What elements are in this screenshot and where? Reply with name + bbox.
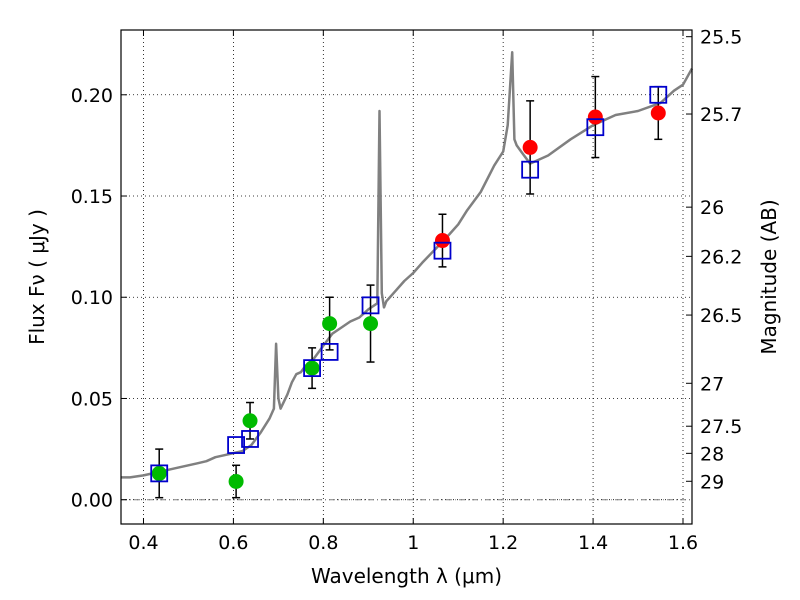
tick-layer: 0.4 0.6 0.8 1 1.2 1.4 1.6 0.00 0.05 0.10 0.15 0.20 2…	[71, 27, 743, 554]
model-point	[586, 118, 605, 137]
x-tick-label: 0.6	[218, 532, 248, 554]
model-point	[361, 296, 380, 315]
x-tick-label: 1.6	[668, 532, 698, 554]
data-point	[304, 360, 320, 376]
y-axis-label: Flux Fν ( μJy )	[25, 209, 49, 345]
y2-tick-label: 25.5	[700, 27, 742, 49]
x-tick-label: 0.8	[308, 532, 338, 554]
data-point	[434, 233, 450, 249]
y2-tick-label: 29	[700, 471, 724, 493]
x-axis-label: Wavelength λ (μm)	[311, 564, 502, 588]
data-point	[587, 109, 603, 125]
y2-tick-label: 28	[700, 443, 724, 465]
y2-tick-label: 26	[700, 197, 724, 219]
marker-layer	[150, 85, 668, 489]
y-tick-label: 0.00	[71, 490, 113, 512]
data-point	[228, 473, 244, 489]
y2-tick-label: 27	[700, 373, 724, 395]
model-point	[150, 464, 169, 483]
x-tick-label: 1	[407, 532, 419, 554]
y-tick-label: 0.10	[71, 287, 113, 309]
y-tick-label: 0.15	[71, 186, 113, 208]
model-point	[521, 160, 540, 179]
data-point	[522, 139, 538, 155]
data-point	[151, 465, 167, 481]
model-point	[649, 85, 668, 104]
y-tick-label: 0.20	[71, 85, 113, 107]
data-point	[242, 413, 258, 429]
model-point	[241, 430, 259, 448]
y2-tick-label: 25.7	[700, 104, 742, 126]
data-point	[363, 316, 379, 332]
y2-tick-label: 26.5	[700, 305, 742, 327]
plot-frame	[120, 29, 693, 525]
y-tick-label: 0.05	[71, 388, 113, 410]
data-point	[322, 316, 338, 332]
x-tick-label: 1.4	[578, 532, 608, 554]
model-point	[433, 241, 452, 260]
model-point	[303, 359, 321, 378]
x-tick-label: 1.2	[488, 532, 518, 554]
model-point	[320, 343, 339, 361]
x-tick-label: 0.4	[128, 532, 158, 554]
model-point	[227, 436, 245, 454]
y2-tick-label: 27.5	[700, 416, 742, 438]
data-point	[650, 105, 666, 121]
y2-tick-label: 26.2	[700, 246, 742, 268]
y2-axis-label: Magnitude (AB)	[757, 199, 781, 354]
